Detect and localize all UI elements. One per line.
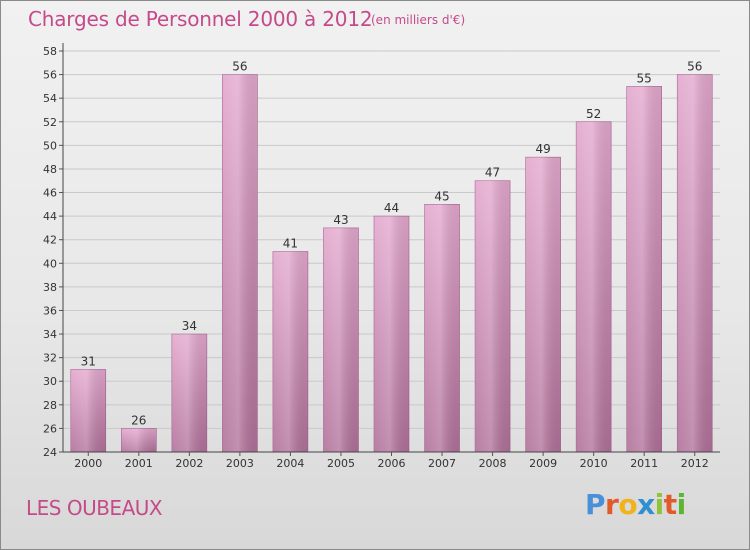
y-tick-label: 28 xyxy=(43,399,57,412)
y-tick-label: 42 xyxy=(43,234,57,247)
y-tick-label: 58 xyxy=(43,45,57,58)
data-label: 26 xyxy=(131,413,146,427)
bar-shine xyxy=(677,74,713,453)
y-tick-label: 40 xyxy=(43,257,57,270)
y-tick-label: 46 xyxy=(43,187,57,200)
bar-shine xyxy=(70,369,106,452)
commune-name: LES OUBEAUX xyxy=(26,496,163,520)
bars-group xyxy=(70,74,713,453)
bar-shine xyxy=(272,251,308,452)
data-label: 55 xyxy=(637,71,652,85)
x-tick-label: 2002 xyxy=(175,457,203,470)
bar-shine xyxy=(576,121,612,452)
bar-shine xyxy=(323,227,359,452)
data-label: 44 xyxy=(384,201,399,215)
y-tick-label: 52 xyxy=(43,116,57,129)
bar-shine xyxy=(626,86,662,452)
x-tick-label: 2008 xyxy=(479,457,507,470)
x-tick-labels: 2000 2001 2002 2003 2004 2005 2006 2007 2008 2009… xyxy=(74,452,709,470)
x-tick-label: 2010 xyxy=(580,457,608,470)
brand-letter: i xyxy=(676,488,687,521)
x-tick-label: 2011 xyxy=(630,457,658,470)
chart-title: Charges de Personnel 2000 à 2012 xyxy=(28,7,373,31)
x-tick-label: 2001 xyxy=(125,457,153,470)
y-tick-label: 32 xyxy=(43,352,57,365)
data-label: 43 xyxy=(333,213,348,227)
bar-shine xyxy=(424,204,460,452)
data-label: 41 xyxy=(283,237,298,251)
brand-letter: i xyxy=(654,488,665,521)
x-tick-label: 2005 xyxy=(327,457,355,470)
y-tick-label: 26 xyxy=(43,422,57,435)
y-tick-label: 56 xyxy=(43,69,57,82)
y-tick-label: 30 xyxy=(43,375,57,388)
bar-shine xyxy=(171,334,207,452)
data-labels: 31 26 34 56 41 43 44 45 47 49 52 55 56 xyxy=(81,60,703,428)
data-label: 34 xyxy=(182,319,197,333)
y-tick-label: 50 xyxy=(43,139,57,152)
y-tick-label: 48 xyxy=(43,163,57,176)
data-label: 45 xyxy=(434,189,449,203)
y-tick-label: 54 xyxy=(43,92,57,105)
x-tick-label: 2012 xyxy=(681,457,709,470)
x-tick-label: 2006 xyxy=(378,457,406,470)
x-tick-label: 2004 xyxy=(276,457,304,470)
y-tick-label: 38 xyxy=(43,281,57,294)
data-label: 52 xyxy=(586,107,601,121)
bar-shine xyxy=(374,216,409,452)
bar-shine xyxy=(222,74,258,453)
y-tick-label: 24 xyxy=(43,446,57,459)
data-label: 49 xyxy=(535,142,550,156)
brand-letter: t xyxy=(663,488,677,521)
bar-shine xyxy=(121,428,157,452)
brand-letter: P xyxy=(585,488,606,521)
y-tick-label: 36 xyxy=(43,304,57,317)
brand-letter: o xyxy=(618,488,638,521)
x-tick-label: 2003 xyxy=(226,457,254,470)
data-label: 31 xyxy=(81,354,96,368)
x-tick-label: 2000 xyxy=(74,457,102,470)
y-tick-label: 44 xyxy=(43,210,57,223)
y-tick-label: 34 xyxy=(43,328,57,341)
bar-shine xyxy=(525,157,561,452)
data-label: 56 xyxy=(687,60,702,74)
x-tick-label: 2009 xyxy=(529,457,557,470)
proxiti-logo[interactable]: Proxiti xyxy=(585,488,686,521)
data-label: 56 xyxy=(232,60,247,74)
x-tick-label: 2007 xyxy=(428,457,456,470)
chart-subtitle: (en milliers d'€) xyxy=(371,13,466,27)
bar-shine xyxy=(475,180,511,452)
brand-letter: r xyxy=(605,488,619,521)
y-tick-labels: 24 26 28 30 32 34 36 38 40 42 44 46 48 50 52 54 56 58 xyxy=(43,45,57,459)
brand-letter: x xyxy=(637,488,655,521)
data-label: 47 xyxy=(485,166,500,180)
